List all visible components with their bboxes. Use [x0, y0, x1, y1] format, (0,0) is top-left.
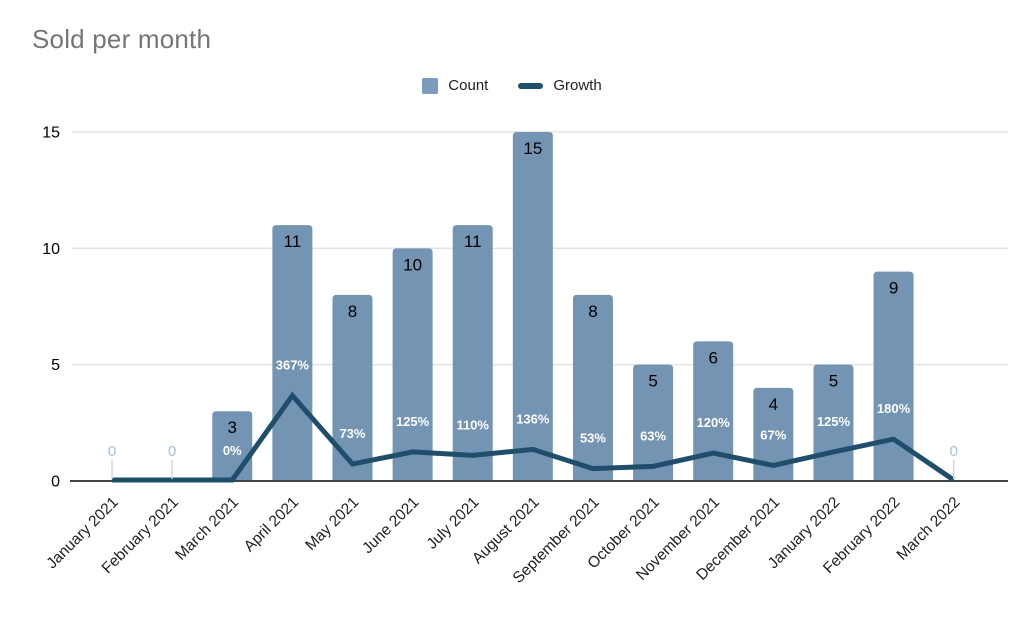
y-axis-tick-label: 15: [42, 125, 60, 142]
chart-title: Sold per month: [32, 24, 212, 54]
count-label: 5: [648, 372, 657, 391]
count-bar[interactable]: [693, 341, 734, 481]
growth-line[interactable]: [112, 391, 956, 483]
growth-pct-label: 367%: [276, 358, 310, 373]
count-bar[interactable]: [452, 225, 493, 481]
legend-item-growth[interactable]: Growth: [518, 77, 602, 94]
growth-pct-label: 0%: [223, 443, 242, 458]
zero-count-label: 0: [950, 443, 958, 460]
count-label: 8: [348, 302, 357, 321]
count-label: 3: [228, 418, 237, 437]
growth-series-swatch-icon: [518, 82, 544, 89]
y-axis-tick-label: 10: [42, 241, 60, 258]
count-bar[interactable]: [332, 294, 373, 481]
zero-count-label: 0: [108, 443, 116, 460]
growth-pct-label: 136%: [516, 411, 550, 426]
growth-pct-label: 53%: [580, 431, 606, 446]
x-axis-category-label: July 2021: [424, 494, 483, 553]
growth-pct-label: 120%: [697, 415, 731, 430]
legend: Count Growth: [0, 77, 1024, 94]
growth-pct-label: 73%: [339, 426, 365, 441]
growth-pct-label: 110%: [456, 417, 489, 432]
y-axis-tick-label: 0: [51, 474, 60, 491]
count-bar[interactable]: [753, 387, 794, 481]
count-label: 10: [403, 255, 422, 274]
x-axis-category-label: June 2021: [359, 494, 422, 557]
count-label: 8: [588, 302, 597, 321]
legend-item-count[interactable]: Count: [422, 77, 488, 94]
count-bar[interactable]: [572, 294, 613, 481]
count-label: 15: [523, 139, 542, 158]
count-label: 11: [464, 232, 482, 251]
growth-pct-label: 180%: [877, 401, 911, 416]
count-bar[interactable]: [633, 364, 674, 481]
count-label: 6: [708, 348, 717, 367]
legend-label-growth: Growth: [553, 77, 602, 94]
x-axis-category-label: March 2022: [894, 494, 964, 564]
count-label: 9: [889, 279, 898, 298]
count-bar[interactable]: [272, 225, 313, 481]
count-label: 4: [769, 395, 778, 414]
count-series-swatch-icon: [422, 77, 439, 94]
x-axis-category-label: March 2021: [172, 494, 242, 564]
growth-pct-label: 63%: [640, 428, 666, 443]
count-bar[interactable]: [392, 248, 433, 481]
count-bar[interactable]: [512, 132, 553, 481]
x-axis-category-label: May 2021: [302, 494, 362, 554]
x-axis-category-label: April 2021: [241, 494, 302, 555]
y-axis-tick-label: 5: [51, 357, 60, 374]
count-bar[interactable]: [873, 271, 914, 481]
growth-pct-label: 125%: [817, 414, 851, 429]
zero-count-label: 0: [168, 443, 176, 460]
growth-pct-label: 125%: [396, 414, 430, 429]
legend-label-count: Count: [448, 77, 489, 94]
growth-pct-label: 67%: [760, 427, 786, 442]
count-label: 11: [284, 232, 302, 251]
count-label: 5: [829, 372, 838, 391]
